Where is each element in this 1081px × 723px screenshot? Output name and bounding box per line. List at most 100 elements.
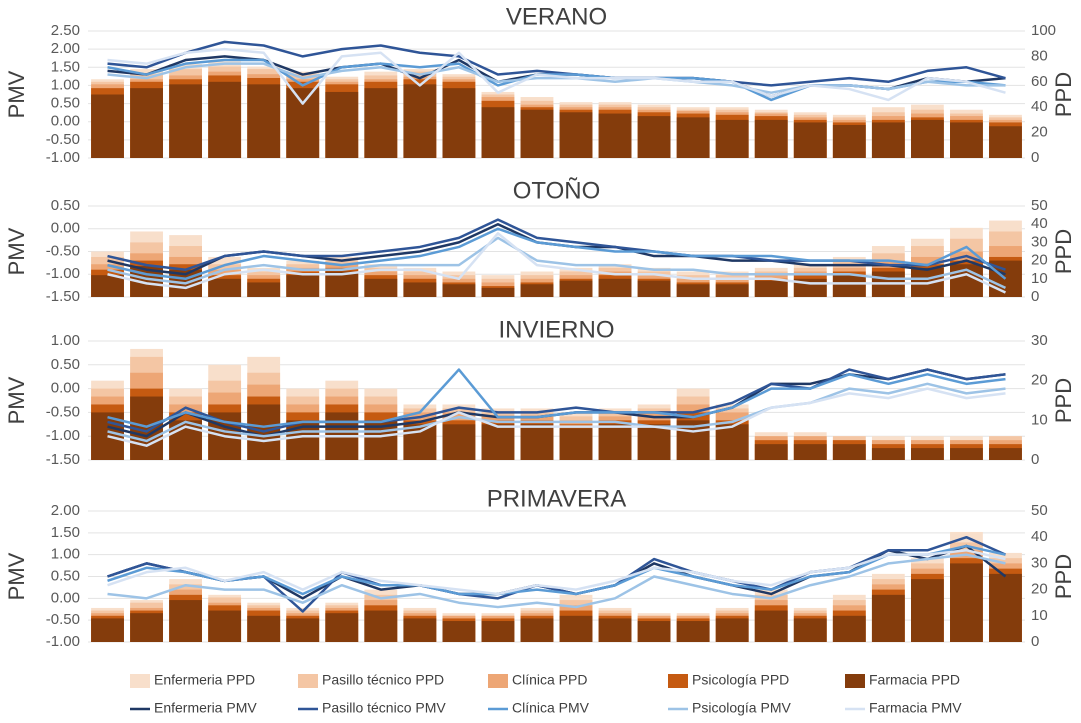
ppd-bar xyxy=(403,282,437,297)
ppd-bar xyxy=(598,278,632,297)
ppd-bar xyxy=(754,280,788,297)
y-tick-label: 0.50 xyxy=(51,356,80,373)
y-tick-label: 2.50 xyxy=(51,22,80,39)
ppd-bar xyxy=(442,621,476,642)
y2-tick-label: 40 xyxy=(1031,528,1048,545)
y-tick-label: -1.00 xyxy=(46,265,80,282)
ppd-bar xyxy=(832,275,866,297)
y2-tick-label: 20 xyxy=(1031,372,1048,389)
y2-axis-title: PPD xyxy=(1051,554,1076,599)
legend-label: Pasillo técnico PPD xyxy=(322,672,444,688)
ppd-bar xyxy=(832,124,866,158)
y-axis-title: PMV xyxy=(4,552,29,600)
ppd-bar xyxy=(871,122,905,158)
y-axis-title: PMV xyxy=(4,70,29,118)
y-tick-label: 0.00 xyxy=(51,113,80,130)
y2-tick-label: 0 xyxy=(1031,633,1039,650)
y2-tick-label: 40 xyxy=(1031,215,1048,232)
ppd-bar xyxy=(520,424,554,460)
y2-tick-label: 0 xyxy=(1031,149,1039,166)
ppd-bar xyxy=(169,600,203,642)
ppd-bar xyxy=(559,112,593,158)
ppd-bar xyxy=(715,424,749,460)
ppd-bar xyxy=(520,109,554,158)
ppd-bar xyxy=(286,275,320,297)
ppd-bar xyxy=(754,444,788,460)
pmv-line xyxy=(107,549,1006,596)
legend-swatch xyxy=(845,674,865,688)
ppd-bar xyxy=(637,621,671,642)
y2-axis-title: PPD xyxy=(1051,378,1076,423)
ppd-bar xyxy=(598,113,632,158)
ppd-bar xyxy=(715,119,749,158)
y-tick-label: 1.50 xyxy=(51,58,80,75)
chart-title: INVIERNO xyxy=(498,316,614,343)
ppd-bar xyxy=(637,424,671,460)
ppd-bar xyxy=(520,618,554,642)
ppd-bar xyxy=(325,91,359,158)
y-tick-label: 0.50 xyxy=(51,197,80,214)
y-tick-label: 1.00 xyxy=(51,546,80,563)
y-tick-label: -0.50 xyxy=(46,131,80,148)
ppd-bar xyxy=(989,573,1022,642)
pmv-line xyxy=(107,535,1006,613)
pmv-line xyxy=(107,382,1006,443)
ppd-bar xyxy=(91,94,124,158)
pmv-line xyxy=(107,368,1006,428)
pmv-line xyxy=(107,227,1007,281)
chart-title: VERANO xyxy=(506,3,607,30)
y2-tick-label: 30 xyxy=(1031,332,1048,349)
y2-tick-label: 60 xyxy=(1031,73,1048,90)
ppd-bar xyxy=(286,618,320,642)
y2-tick-label: 10 xyxy=(1031,411,1048,428)
ppd-bar xyxy=(559,428,593,460)
ppd-bar xyxy=(481,621,515,642)
ppd-bar xyxy=(286,88,320,158)
y2-tick-label: 0 xyxy=(1031,288,1039,305)
y2-tick-label: 80 xyxy=(1031,47,1048,64)
ppd-bar xyxy=(442,88,476,158)
y-tick-label: -1.00 xyxy=(46,427,80,444)
ppd-bar xyxy=(559,615,593,642)
pmv-line xyxy=(107,40,1006,87)
ppd-bar xyxy=(715,284,749,297)
y2-tick-label: 30 xyxy=(1031,233,1048,250)
y-tick-label: -1.00 xyxy=(46,149,80,166)
legend-swatch xyxy=(298,674,318,688)
ppd-bar xyxy=(364,278,398,297)
ppd-bar xyxy=(481,424,515,460)
pmv-line xyxy=(107,62,1006,94)
ppd-bar xyxy=(637,280,671,297)
y2-tick-label: 20 xyxy=(1031,124,1048,141)
ppd-bar xyxy=(130,613,163,642)
ppd-bar xyxy=(520,284,554,297)
y-tick-label: -1.00 xyxy=(46,633,80,650)
y2-tick-label: 20 xyxy=(1031,252,1048,269)
ppd-bar xyxy=(598,618,632,642)
y2-axis-title: PPD xyxy=(1051,72,1076,117)
ppd-bar xyxy=(832,615,866,642)
y-tick-label: 0.50 xyxy=(51,95,80,112)
y-tick-label: 2.00 xyxy=(51,502,80,519)
pmv-line xyxy=(107,232,1007,294)
ppd-bar xyxy=(364,88,398,158)
y-tick-label: 0.00 xyxy=(51,589,80,606)
ppd-bar xyxy=(403,618,437,642)
y-tick-label: 1.00 xyxy=(51,332,80,349)
y-tick-label: 0.00 xyxy=(51,220,80,237)
ppd-bar xyxy=(950,563,983,642)
legend-label: Psicología PPD xyxy=(692,672,789,688)
ppd-bar xyxy=(910,448,944,460)
ppd-bar xyxy=(481,107,515,158)
y-axis-title: PMV xyxy=(4,376,29,424)
ppd-bar xyxy=(169,84,203,158)
ppd-bar xyxy=(715,618,749,642)
ppd-bar xyxy=(950,448,983,460)
ppd-bar xyxy=(403,84,437,158)
ppd-bar xyxy=(676,621,710,642)
y-tick-label: 1.50 xyxy=(51,524,80,541)
ppd-bar xyxy=(559,280,593,297)
y2-tick-label: 30 xyxy=(1031,554,1048,571)
legend-swatch xyxy=(488,674,508,688)
ppd-bar xyxy=(754,119,788,158)
